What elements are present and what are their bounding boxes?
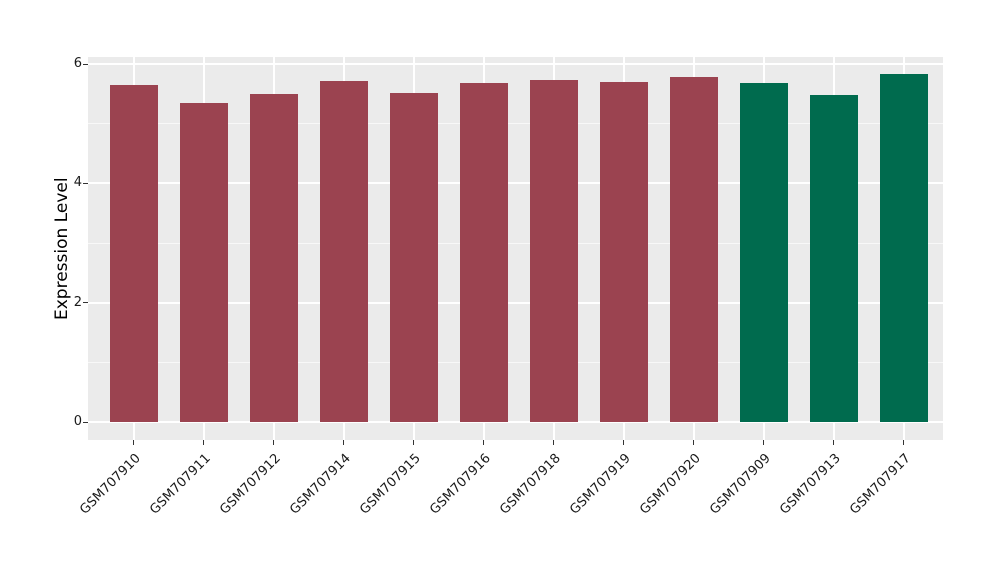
x-tick-label: GSM707916 <box>427 451 495 518</box>
y-tick-label: 2 <box>73 294 82 310</box>
bar-GSM707909 <box>739 83 788 423</box>
x-tick-mark <box>483 440 484 445</box>
x-tick-mark <box>763 440 764 445</box>
gridline-minor <box>88 242 943 244</box>
y-tick-label: 0 <box>73 414 82 430</box>
bar-GSM707913 <box>809 94 858 423</box>
x-tick-label: GSM707919 <box>567 451 635 518</box>
x-tick-label: GSM707913 <box>777 451 845 518</box>
bar-GSM707911 <box>179 102 228 423</box>
x-tick-label: GSM707918 <box>497 451 565 518</box>
x-tick-mark <box>623 440 624 445</box>
x-tick-label: GSM707909 <box>707 451 775 518</box>
x-tick-label: GSM707920 <box>637 451 705 518</box>
x-tick-label: GSM707915 <box>357 451 425 518</box>
y-tick-mark <box>83 182 88 184</box>
bar-GSM707910 <box>109 85 158 423</box>
x-tick-label: GSM707912 <box>217 451 285 518</box>
x-tick-mark <box>413 440 414 445</box>
bar-GSM707918 <box>529 80 578 423</box>
x-tick-mark <box>133 440 134 445</box>
x-tick-mark <box>203 440 204 445</box>
bar-GSM707914 <box>319 80 368 423</box>
bar-GSM707916 <box>459 83 508 423</box>
x-tick-mark <box>273 440 274 445</box>
y-tick-mark <box>83 63 88 65</box>
y-tick-label: 6 <box>73 56 82 72</box>
x-tick-label: GSM707917 <box>847 451 915 518</box>
x-tick-labels: GSM707910 GSM707911 GSM707912 GSM707914 GSM7… <box>0 449 1000 569</box>
bar-GSM707920 <box>669 77 718 423</box>
x-tick-label: GSM707911 <box>147 451 215 518</box>
bar-GSM707917 <box>879 73 928 423</box>
bar-GSM707915 <box>389 92 438 423</box>
x-tick-mark <box>693 440 694 445</box>
y-tick-label: 4 <box>73 175 82 191</box>
plot-area <box>88 57 943 440</box>
gridline-minor <box>88 123 943 125</box>
x-tick-label: GSM707914 <box>287 451 355 518</box>
y-tick-mark <box>83 421 88 423</box>
bar-GSM707912 <box>249 93 298 423</box>
x-tick-mark <box>343 440 344 445</box>
x-tick-mark <box>833 440 834 445</box>
gridline-minor <box>88 361 943 363</box>
bar-GSM707919 <box>599 82 648 423</box>
gridline-major <box>88 63 943 66</box>
gridline-major <box>88 182 943 185</box>
x-tick-mark <box>903 440 904 445</box>
x-tick-label: GSM707910 <box>77 451 145 518</box>
y-tick-mark <box>83 302 88 304</box>
y-tick-labels: 0 2 4 6 <box>0 0 82 580</box>
gridline-major <box>88 421 943 424</box>
x-tick-mark <box>553 440 554 445</box>
gridline-major <box>88 301 943 304</box>
